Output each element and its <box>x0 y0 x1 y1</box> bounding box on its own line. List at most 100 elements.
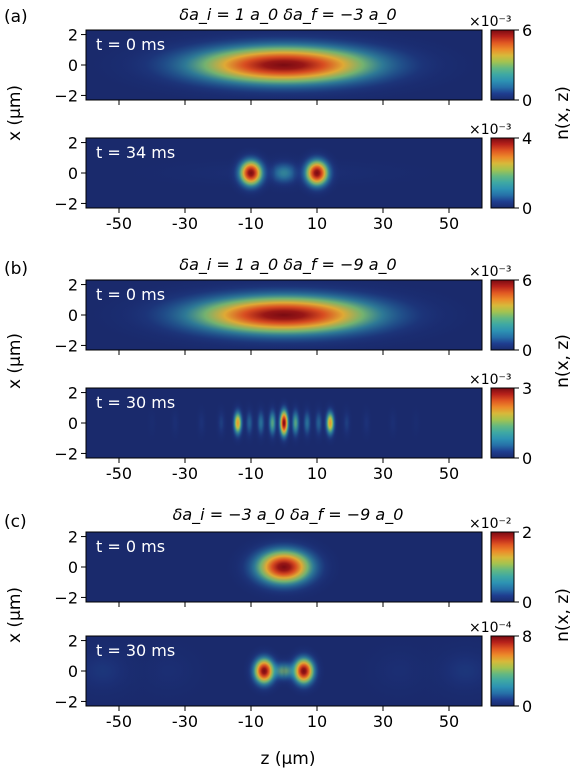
density-peak <box>408 395 424 451</box>
colorbar-exponent: ×10⁻² <box>469 516 512 532</box>
y-tick-label: 0 <box>68 414 78 433</box>
density-field <box>144 395 424 451</box>
colorbar-max-label: 6 <box>522 271 532 290</box>
heatmap-subplot: 2 0 −2 t = 0 ms 6 0 ×10⁻³ <box>54 264 532 360</box>
density-peak <box>144 395 160 451</box>
heatmap-subplot: 2 0 −2 t = 0 ms 6 0 ×10⁻³ <box>54 14 532 110</box>
density-field <box>224 532 344 602</box>
colorbar-min-label: 0 <box>522 91 532 110</box>
colorbar <box>490 29 515 101</box>
density-peak <box>321 397 340 449</box>
density-peak <box>310 395 327 451</box>
colorbar-exponent: ×10⁻⁴ <box>469 620 512 636</box>
x-tick-label: 30 <box>373 464 393 483</box>
x-tick-label: -10 <box>238 464 264 483</box>
y-tick-label: 2 <box>68 26 78 45</box>
density-peak <box>275 395 293 451</box>
y-tick-label: 0 <box>68 662 78 681</box>
x-tick-label: 50 <box>439 464 459 483</box>
colorbar <box>490 635 515 707</box>
x-axis-label: z (μm) <box>261 749 316 769</box>
density-peak <box>224 532 344 602</box>
panel-label: (a) <box>4 7 28 27</box>
x-tick-label: 10 <box>307 464 327 483</box>
density-peak <box>282 643 326 699</box>
density-peak <box>193 395 210 451</box>
time-label: t = 34 ms <box>96 143 175 162</box>
density-peak <box>406 636 482 706</box>
x-tick-label: -30 <box>172 464 198 483</box>
time-label: t = 30 ms <box>96 393 175 412</box>
x-tick-label: 30 <box>373 214 393 233</box>
y-tick-label: −2 <box>54 444 78 463</box>
density-peak <box>384 395 401 451</box>
density-peak <box>86 30 482 100</box>
density-peak <box>252 395 269 451</box>
colorbar <box>490 531 515 603</box>
density-peak <box>86 280 482 350</box>
colorbar <box>490 279 515 351</box>
panel-title: δa_i = −3 a_0 δa_f = −9 a_0 <box>173 505 404 525</box>
heatmap-subplot: 2 0 −2 -50 -30 -10 10 30 50 t = 34 ms 4 0 ×10⁻³ <box>54 122 532 233</box>
y-tick-label: 2 <box>68 632 78 651</box>
colorbar-label: n(x, z) <box>553 86 573 140</box>
density-peak <box>167 395 184 451</box>
x-tick-label: -50 <box>106 214 132 233</box>
density-peak <box>292 145 342 201</box>
x-tick-label: -30 <box>172 712 198 731</box>
y-tick-label: −2 <box>54 86 78 105</box>
y-tick-label: 0 <box>68 558 78 577</box>
y-tick-label: 0 <box>68 56 78 75</box>
colorbar-min-label: 0 <box>522 697 532 716</box>
colorbar-min-label: 0 <box>522 341 532 360</box>
x-tick-label: 10 <box>307 712 327 731</box>
y-tick-label: −2 <box>54 336 78 355</box>
y-tick-label: 2 <box>68 134 78 153</box>
time-label: t = 0 ms <box>96 537 165 556</box>
y-tick-label: −2 <box>54 588 78 607</box>
density-field <box>86 636 482 706</box>
density-field <box>86 145 482 201</box>
y-axis-label: x (μm) <box>5 333 25 389</box>
time-label: t = 0 ms <box>96 35 165 54</box>
density-peak <box>299 395 316 451</box>
x-tick-label: 30 <box>373 712 393 731</box>
colorbar-max-label: 3 <box>522 379 532 398</box>
colorbar-exponent: ×10⁻³ <box>469 122 512 138</box>
colorbar-max-label: 4 <box>522 129 532 148</box>
density-peak <box>338 395 355 451</box>
time-label: t = 30 ms <box>96 641 175 660</box>
colorbar-min-label: 0 <box>522 593 532 612</box>
colorbar-max-label: 2 <box>522 523 532 542</box>
colorbar-exponent: ×10⁻³ <box>469 372 512 388</box>
colorbar-label: n(x, z) <box>553 588 573 642</box>
x-tick-label: -50 <box>106 464 132 483</box>
x-tick-label: 10 <box>307 214 327 233</box>
panel-title: δa_i = 1 a_0 δa_f = −9 a_0 <box>179 255 396 275</box>
density-peak <box>213 395 230 451</box>
heatmap-subplot: 2 0 −2 -50 -30 -10 10 30 50 t = 30 ms 8 0 ×10⁻⁴ <box>54 620 532 731</box>
y-tick-label: 0 <box>68 164 78 183</box>
colorbar-label: n(x, z) <box>553 334 573 388</box>
panel-label: (c) <box>4 512 27 532</box>
colorbar-min-label: 0 <box>522 199 532 218</box>
colorbar-max-label: 6 <box>522 21 532 40</box>
colorbar-max-label: 8 <box>522 627 532 646</box>
density-peak <box>241 395 258 451</box>
density-peak <box>226 145 276 201</box>
y-tick-label: −2 <box>54 692 78 711</box>
colorbar <box>490 387 515 459</box>
y-tick-label: 2 <box>68 276 78 295</box>
y-tick-label: 0 <box>68 306 78 325</box>
density-peak <box>358 395 375 451</box>
y-tick-label: −2 <box>54 194 78 213</box>
colorbar-min-label: 0 <box>522 449 532 468</box>
x-tick-label: -30 <box>172 214 198 233</box>
x-tick-label: -10 <box>238 214 264 233</box>
colorbar <box>490 137 515 209</box>
y-tick-label: 2 <box>68 528 78 547</box>
heatmap-subplot: 2 0 −2 t = 0 ms 2 0 ×10⁻² <box>54 516 532 612</box>
panel-label: (b) <box>4 259 28 279</box>
